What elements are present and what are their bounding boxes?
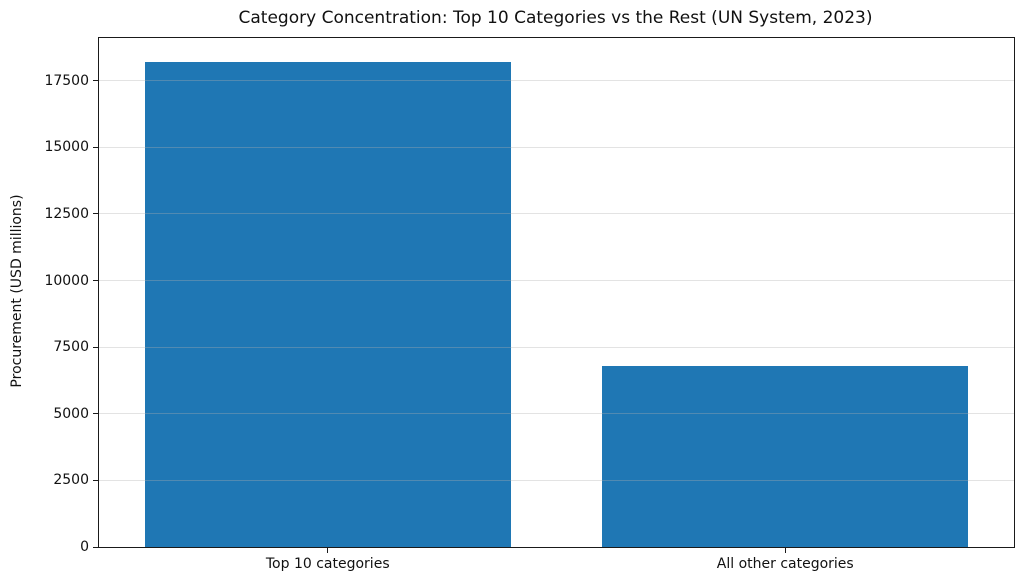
gridline (99, 479, 1014, 481)
bar-0 (144, 61, 511, 547)
y-tick-label: 10000 (44, 272, 89, 289)
x-tick-label: All other categories (716, 556, 854, 572)
chart-title: Category Concentration: Top 10 Categorie… (238, 8, 873, 28)
y-tick-mark (93, 479, 98, 481)
gridline (99, 413, 1014, 415)
gridline (99, 80, 1014, 82)
y-tick-label: 0 (80, 539, 89, 555)
y-tick-label: 7500 (53, 339, 89, 356)
gridline (99, 346, 1014, 348)
x-tick-mark (784, 548, 786, 553)
y-tick-label: 5000 (53, 405, 89, 422)
y-tick-mark (93, 546, 98, 548)
y-tick-label: 12500 (44, 205, 89, 222)
y-tick-mark (93, 146, 98, 148)
x-tick-label: Top 10 categories (265, 556, 390, 572)
plot-area: 0 2500 5000 7500 10000 12500 15000 17500 Top 10 … (44, 37, 1015, 572)
y-tick-mark (93, 346, 98, 348)
y-tick-label: 17500 (44, 72, 89, 89)
y-tick-label: 2500 (53, 472, 89, 489)
y-tick-mark (93, 280, 98, 281)
bar-1 (602, 365, 969, 547)
gridline (99, 280, 1014, 281)
y-tick-mark (93, 213, 98, 215)
x-tick-mark (327, 548, 329, 553)
y-tick-mark (93, 80, 98, 82)
y-tick-label: 15000 (44, 139, 89, 156)
gridline (99, 146, 1014, 148)
gridline (99, 213, 1014, 215)
y-axis-label: Procurement (USD millions) (9, 194, 25, 388)
y-tick-mark (93, 413, 98, 415)
